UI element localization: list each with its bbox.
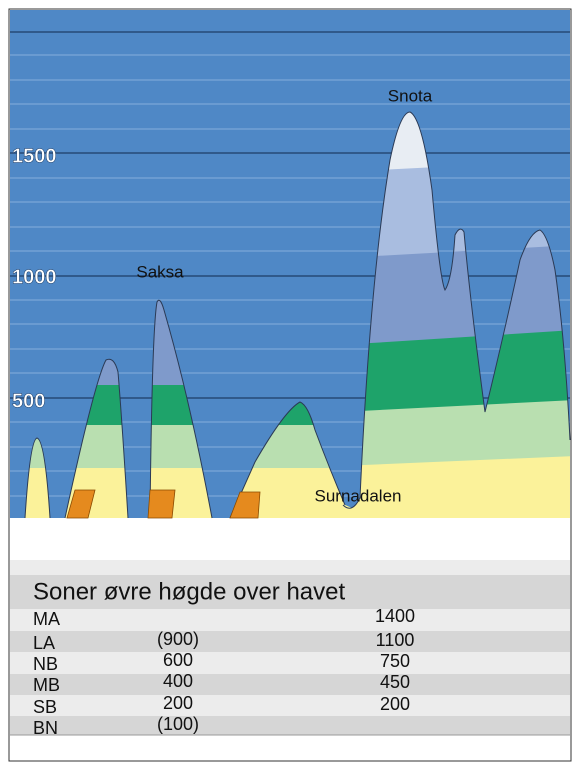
cell-right: 1400 bbox=[375, 606, 415, 626]
zone-code: MB bbox=[33, 675, 60, 695]
cell-right: 450 bbox=[380, 672, 410, 692]
y-label: 500 bbox=[12, 390, 45, 412]
cell-left: (100) bbox=[157, 714, 199, 734]
cell-left: 600 bbox=[163, 650, 193, 670]
peak-label: Saksa bbox=[136, 262, 184, 281]
cell-right: 1100 bbox=[376, 630, 415, 650]
zone-code: MA bbox=[33, 609, 60, 629]
zone-code: LA bbox=[33, 633, 55, 653]
cell-left: (900) bbox=[157, 629, 199, 649]
y-label: 1500 bbox=[12, 145, 57, 167]
zone-code: BN bbox=[33, 718, 58, 738]
table-title: Soner øvre høgde over havet bbox=[33, 578, 345, 605]
y-label: 1000 bbox=[12, 266, 57, 288]
peak-label: Snota bbox=[388, 86, 433, 105]
cell-left: 400 bbox=[163, 671, 193, 691]
cell-left: 200 bbox=[163, 693, 193, 713]
zone-code: SB bbox=[33, 697, 57, 717]
cell-right: 750 bbox=[380, 651, 410, 671]
valley-label: Surnadalen bbox=[315, 486, 402, 505]
cell-right: 200 bbox=[380, 694, 410, 714]
page: 1500 1000 500 Snota Saksa Surnadalen Son… bbox=[0, 0, 576, 771]
zone-code: NB bbox=[33, 654, 58, 674]
screenshot: 1500 1000 500 Snota Saksa Surnadalen Son… bbox=[0, 0, 576, 771]
